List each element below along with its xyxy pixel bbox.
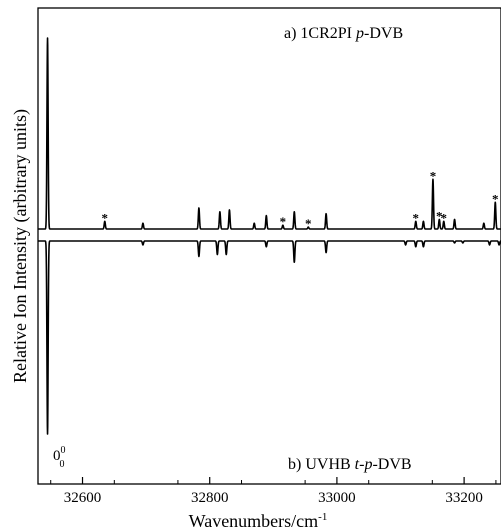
star-marker: * bbox=[305, 216, 312, 231]
star-marker: * bbox=[436, 208, 443, 223]
x-tick-label: 32800 bbox=[191, 490, 229, 506]
spectrum-line-down bbox=[37, 240, 501, 435]
y-axis-label: Relative Ion Intensity (arbitrary units) bbox=[10, 109, 31, 383]
plot-frame bbox=[37, 7, 501, 485]
spectrum-line-up bbox=[37, 37, 501, 230]
x-axis-ticks: 32600 32800 33000 33200 bbox=[50, 477, 497, 506]
x-axis-label: Wavenumbers/cm-1 bbox=[189, 511, 328, 531]
x-tick-label: 33200 bbox=[445, 490, 483, 506]
x-tick-label: 33000 bbox=[318, 490, 356, 506]
trace-a-label: a) 1CR2PI p-DVB bbox=[284, 25, 403, 42]
origin-band-label: 00 0 bbox=[53, 445, 66, 470]
star-markers: * * * ***** bbox=[102, 168, 499, 231]
star-marker: * bbox=[441, 210, 448, 225]
star-marker: * bbox=[102, 210, 109, 225]
star-marker: * bbox=[280, 214, 287, 229]
star-marker: * bbox=[492, 191, 499, 206]
star-marker: * bbox=[413, 210, 420, 225]
star-marker: * bbox=[430, 168, 437, 183]
trace-b-label: b) UVHB t-p-DVB bbox=[288, 456, 412, 473]
spectrum-traces bbox=[37, 37, 501, 435]
x-tick-label: 32600 bbox=[64, 490, 102, 506]
